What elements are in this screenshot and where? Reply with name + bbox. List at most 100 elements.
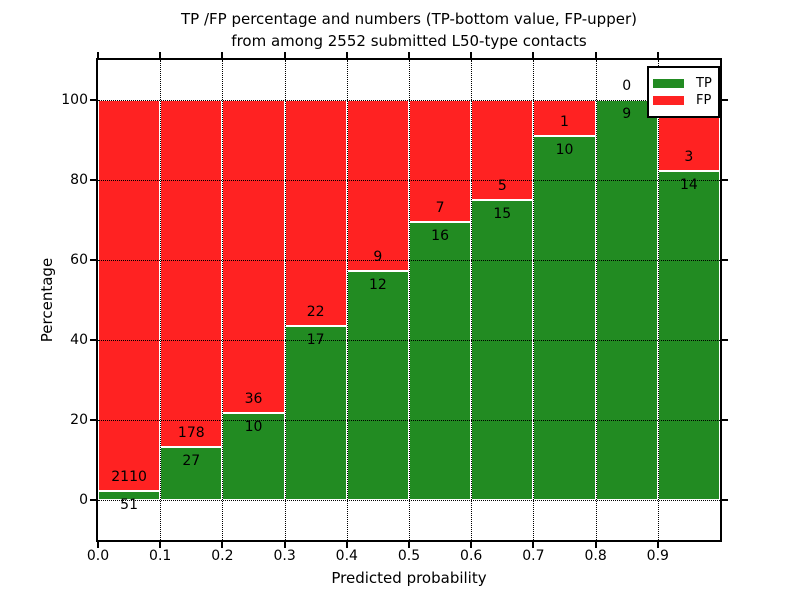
- gridline-x-0.5: [409, 60, 410, 540]
- gridline-x-0.9: [657, 60, 659, 540]
- tick-x-bottom-0: [97, 542, 99, 548]
- tick-label-x-0.3: 0.3: [273, 548, 296, 564]
- tick-label-x-0.5: 0.5: [397, 548, 421, 564]
- bar-segment-fp-1: [160, 100, 223, 448]
- bar-label-fp-0: 2110: [111, 468, 147, 485]
- tick-label-y-0: 0: [79, 492, 88, 508]
- tick-x-top-0.7: [532, 52, 535, 58]
- tick-x-top-0.6: [470, 52, 473, 58]
- tick-label-y-100: 100: [61, 92, 88, 108]
- tick-y-right-80: [722, 179, 728, 181]
- tick-label-x-0.6: 0.6: [460, 548, 483, 564]
- tick-y-left-0: [90, 499, 96, 501]
- tick-x-top-0.5: [408, 52, 410, 58]
- bar-segment-tp-3: [284, 325, 347, 500]
- tick-y-left-20: [90, 419, 96, 421]
- bar-segment-fp-2: [222, 100, 285, 414]
- chart-title-line1: TP /FP percentage and numbers (TP-bottom…: [181, 10, 637, 28]
- gridline-x-0.2: [222, 60, 224, 540]
- tick-x-bottom-0.4: [345, 542, 348, 548]
- tick-x-top-0.9: [656, 52, 659, 58]
- tick-x-bottom-0.9: [656, 542, 659, 548]
- legend-row-fp: FP: [653, 93, 712, 108]
- bar-segment-tp-5: [409, 221, 472, 500]
- tick-y-right-100: [722, 99, 728, 101]
- tick-label-y-20: 20: [70, 412, 88, 428]
- plot-area: 2110 51 178 27 36 10 22 17 9 12 7 16 5 15 1 10 0 9 3 14 TP …: [96, 58, 722, 542]
- bar-label-tp-6: 15: [493, 206, 512, 222]
- tick-label-x-0.2: 0.2: [211, 548, 234, 564]
- legend-swatch-tp-icon: [653, 79, 684, 88]
- tick-x-bottom-0.7: [532, 542, 535, 548]
- tick-y-right-40: [722, 339, 728, 341]
- tick-label-x-0.4: 0.4: [335, 548, 358, 564]
- legend: TP FP: [647, 66, 720, 118]
- bar-label-fp-1: 178: [177, 425, 205, 442]
- gridline-x-0.3: [284, 60, 286, 540]
- tick-label-y-60: 60: [70, 252, 88, 268]
- tick-label-x-0.8: 0.8: [584, 548, 607, 564]
- bar-segment-tp-8: [595, 100, 658, 500]
- bar-segment-tp-7: [533, 136, 596, 500]
- tick-x-bottom-0.5: [408, 542, 410, 548]
- tick-label-y-80: 80: [70, 172, 88, 188]
- bar-segment-fp-4: [346, 100, 409, 272]
- gridline-x-0.6: [471, 60, 473, 540]
- tick-x-bottom-0.1: [159, 542, 162, 548]
- bar-label-fp-2: 36: [244, 391, 263, 408]
- chart-title: TP /FP percentage and numbers (TP-bottom…: [96, 8, 722, 52]
- tick-x-top-0.3: [283, 52, 286, 58]
- bar-segment-tp-0: [98, 490, 161, 500]
- gridline-x-0.7: [533, 60, 535, 540]
- bar-label-tp-4: 12: [368, 277, 387, 294]
- bar-segment-tp-9: [657, 170, 720, 500]
- tick-x-bottom-0.6: [470, 542, 473, 548]
- tick-y-left-80: [90, 179, 96, 181]
- tick-label-x-0.9: 0.9: [646, 548, 669, 564]
- bar-label-fp-8: 0: [622, 78, 632, 94]
- bar-label-tp-8: 9: [622, 106, 632, 122]
- tick-x-top-0.1: [159, 52, 162, 58]
- bar-label-tp-9: 14: [679, 176, 698, 193]
- y-axis-label: Percentage: [38, 257, 56, 343]
- legend-row-tp: TP: [653, 76, 712, 91]
- bar-label-fp-3: 22: [306, 303, 325, 320]
- tick-y-right-0: [722, 499, 728, 501]
- tick-label-x-0: 0.0: [86, 548, 110, 564]
- bar-segment-fp-3: [284, 100, 347, 326]
- gridline-x-0.8: [595, 60, 597, 540]
- bar-segment-fp-6: [471, 100, 534, 200]
- tick-y-right-60: [722, 259, 728, 261]
- tick-x-top-0.4: [345, 52, 348, 58]
- bar-segment-tp-6: [471, 200, 534, 500]
- x-axis-label: Predicted probability: [331, 569, 487, 587]
- chart-title-line2: from among 2552 submitted L50-type conta…: [231, 32, 587, 50]
- bars-layer: [98, 60, 720, 540]
- bar-label-fp-5: 7: [435, 199, 445, 216]
- gridline-x-0.1: [160, 60, 162, 540]
- bar-labels-layer: 2110 51 178 27 36 10 22 17 9 12 7 16 5 15 1 10 0 9 3 14: [98, 60, 720, 540]
- legend-swatch-fp-icon: [653, 96, 684, 105]
- tick-y-right-20: [722, 419, 728, 421]
- tick-label-x-0.7: 0.7: [522, 548, 545, 564]
- bar-label-fp-9: 3: [684, 148, 694, 165]
- bar-label-tp-1: 27: [182, 453, 201, 470]
- tick-x-top-0.8: [594, 52, 597, 58]
- tick-y-left-60: [90, 259, 96, 261]
- bar-label-tp-3: 17: [306, 331, 325, 348]
- tick-x-bottom-0.3: [283, 542, 286, 548]
- bar-label-tp-7: 10: [555, 142, 574, 159]
- bar-label-tp-2: 10: [244, 419, 263, 436]
- bar-segment-fp-5: [409, 100, 472, 222]
- legend-label-fp: FP: [696, 93, 712, 108]
- tick-x-bottom-0.8: [594, 542, 597, 548]
- tick-y-left-100: [90, 99, 96, 101]
- tick-label-x-0.1: 0.1: [149, 548, 172, 564]
- bar-label-fp-7: 1: [560, 114, 569, 131]
- bar-label-tp-5: 16: [431, 227, 450, 244]
- tick-label-y-40: 40: [70, 332, 88, 348]
- grid-layer: [98, 60, 720, 540]
- bar-label-tp-0: 51: [120, 496, 139, 513]
- gridline-x-0.4: [346, 60, 348, 540]
